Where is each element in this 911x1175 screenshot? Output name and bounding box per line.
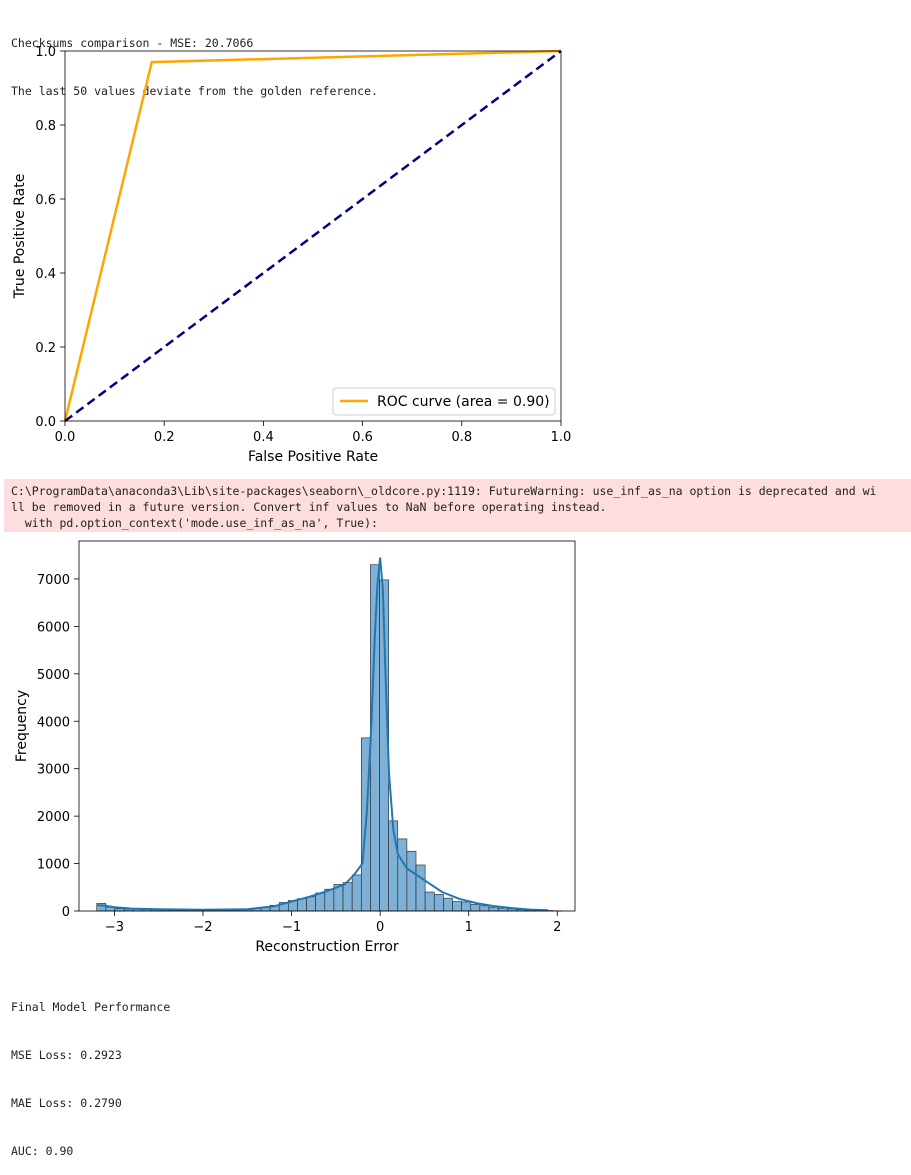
hist-x-tick-label: −2 [193, 920, 212, 935]
roc-y-tick-label: 0.4 [35, 267, 56, 282]
hist-x-tick-label: 1 [465, 920, 473, 935]
hist-y-tick-label: 1000 [37, 858, 70, 873]
histogram-bar [325, 889, 334, 911]
roc-x-tick-label: 0.4 [253, 430, 274, 445]
histogram-bar [471, 904, 480, 911]
histogram-bar [307, 897, 316, 911]
roc-y-tick-label: 1.0 [35, 45, 56, 60]
hist-y-label: Frequency [14, 690, 30, 762]
histogram-bar [443, 898, 452, 911]
hist-x-tick-label: 2 [553, 920, 561, 935]
histogram-bar [407, 851, 416, 911]
roc-chart: 0.0 0.2 0.4 0.6 0.8 1.0 0.0 0.2 0.4 0.6 0.8 1.0 Fa… [0, 0, 911, 470]
histogram-bar [489, 907, 498, 911]
histogram-bar [453, 902, 462, 911]
kde-curve [97, 558, 549, 911]
output-final-title: Final Model Performance [11, 999, 170, 1015]
histogram-bar [316, 893, 325, 911]
roc-x-tick-label: 0.6 [352, 430, 373, 445]
hist-x-tick-label: −3 [105, 920, 124, 935]
histogram-bar [425, 892, 434, 911]
histogram-bar [498, 908, 507, 911]
hist-x-tick-label: −1 [282, 920, 301, 935]
histogram-bar [480, 906, 489, 911]
hist-y-tick-label: 6000 [37, 620, 70, 635]
hist-y-tick-label: 5000 [37, 668, 70, 683]
warning-output: C:\ProgramData\anaconda3\Lib\site-packag… [4, 479, 911, 532]
output-mae: MAE Loss: 0.2790 [11, 1095, 170, 1111]
hist-y-tick-label: 2000 [37, 810, 70, 825]
hist-x-tick-label: 0 [376, 920, 384, 935]
roc-y-tick-label: 0.2 [35, 341, 56, 356]
histogram-bar [398, 839, 407, 911]
warning-line-3: with pd.option_context('mode.use_inf_as_… [11, 515, 911, 531]
histogram-bar [343, 883, 352, 911]
histogram-bar [352, 875, 361, 911]
roc-y-tick-label: 0.6 [35, 193, 56, 208]
roc-legend-label: ROC curve (area = 0.90) [377, 394, 550, 410]
roc-y-tick-label: 0.8 [35, 119, 56, 134]
roc-x-tick-label: 1.0 [551, 430, 572, 445]
hist-x-label: Reconstruction Error [255, 939, 399, 955]
roc-x-tick-label: 0.2 [154, 430, 175, 445]
warning-line-1: C:\ProgramData\anaconda3\Lib\site-packag… [11, 483, 911, 499]
roc-x-label: False Positive Rate [248, 449, 378, 465]
roc-x-tick-label: 0.0 [55, 430, 76, 445]
hist-plot-frame [79, 541, 575, 911]
roc-legend: ROC curve (area = 0.90) [333, 388, 555, 415]
roc-x-tick-label: 0.8 [451, 430, 472, 445]
hist-y-tick-label: 3000 [37, 763, 70, 778]
histogram-bar [462, 902, 471, 911]
output-mse: MSE Loss: 0.2923 [11, 1047, 170, 1063]
roc-y-tick-label: 0.0 [35, 415, 56, 430]
histogram-bar [434, 894, 443, 911]
hist-y-tick-label: 0 [62, 905, 70, 920]
hist-y-tick-label: 4000 [37, 715, 70, 730]
roc-diagonal [65, 51, 561, 421]
hist-y-tick-label: 7000 [37, 573, 70, 588]
histogram-bar [416, 865, 425, 911]
warning-line-2: ll be removed in a future version. Conve… [11, 499, 911, 515]
output-auc: AUC: 0.90 [11, 1143, 170, 1159]
output-bottom: Final Model Performance MSE Loss: 0.2923… [11, 967, 170, 1175]
roc-y-label: True Positive Rate [12, 174, 28, 300]
